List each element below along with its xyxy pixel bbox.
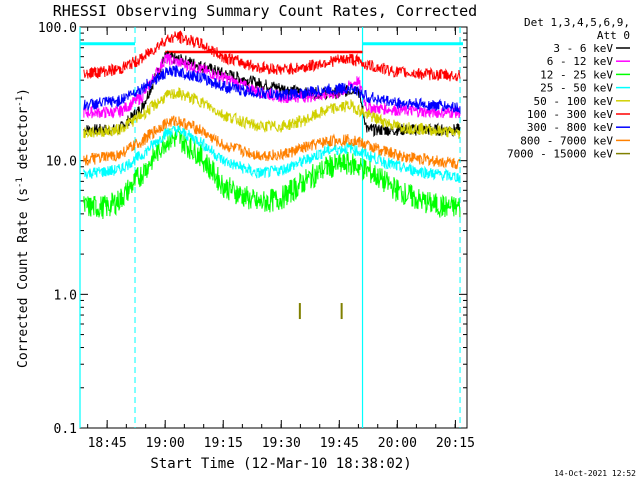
series-line-6 — [83, 65, 461, 115]
legend-label: 800 - 7000 keV — [520, 134, 613, 147]
chart-title: RHESSI Observing Summary Count Rates, Co… — [53, 2, 477, 20]
y-tick-label: 0.1 — [54, 422, 77, 437]
x-tick-label: 18:45 — [88, 436, 127, 451]
legend-label: 100 - 300 keV — [527, 108, 613, 121]
y-tick-label: 10.0 — [46, 155, 77, 170]
y-axis-label-mid: detector — [16, 107, 31, 178]
series-line-7 — [83, 115, 461, 170]
x-axis-ticks: 18:45 19:00 19:15 19:30 19:45 20:00 20:15 — [87, 27, 475, 451]
legend-label: 25 - 50 keV — [540, 82, 613, 95]
y-axis-label: Corrected Count Rate (s-1 detector-1) — [15, 88, 31, 368]
y-tick-label: 100.0 — [38, 21, 77, 36]
time-markers — [79, 27, 463, 428]
legend-label: 300 - 800 keV — [527, 121, 613, 134]
series-line-3 — [83, 125, 461, 183]
x-tick-label: 19:45 — [320, 436, 359, 451]
x-axis-label: Start Time (12-Mar-10 18:38:02) — [150, 456, 411, 472]
y-axis-label-sup2: -1 — [15, 96, 25, 107]
footer-timestamp: 14-Oct-2021 12:52 — [554, 469, 636, 478]
x-tick-label: 19:30 — [262, 436, 301, 451]
series-line-2 — [83, 128, 461, 220]
legend-label: 6 - 12 keV — [547, 55, 614, 68]
legend-label: 7000 - 15000 keV — [507, 148, 613, 161]
x-tick-label: 19:00 — [146, 436, 185, 451]
legend-header-1: Det 1,3,4,5,6,9, — [524, 16, 630, 29]
y-axis-label-end: ) — [16, 88, 31, 96]
legend-header-2: Att 0 — [597, 29, 630, 42]
x-tick-label: 19:15 — [204, 436, 243, 451]
legend-label: 12 - 25 keV — [540, 68, 613, 81]
y-axis-ticks: 100.0 10.0 1.0 0.1 — [38, 21, 467, 437]
y-tick-label: 1.0 — [54, 288, 77, 303]
series-line-5 — [83, 30, 461, 82]
series-line-1 — [83, 52, 461, 119]
y-axis-label-sup1: -1 — [15, 177, 25, 188]
series-lines — [83, 30, 461, 220]
y-axis-label-main: Corrected Count Rate (s — [16, 188, 31, 368]
legend-label: 50 - 100 keV — [534, 95, 614, 108]
series-line-4 — [83, 87, 461, 139]
legend-label: 3 - 6 keV — [553, 42, 613, 55]
series-line-0 — [83, 50, 461, 138]
x-tick-label: 20:00 — [378, 436, 417, 451]
x-tick-label: 20:15 — [436, 436, 475, 451]
